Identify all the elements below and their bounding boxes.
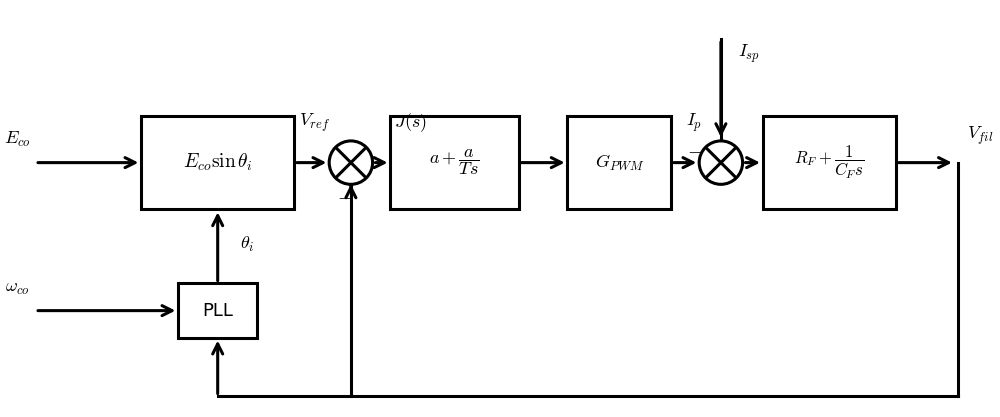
Text: $\theta_i$: $\theta_i$ — [240, 235, 255, 254]
Text: $G_{PWM}$: $G_{PWM}$ — [595, 153, 644, 173]
Text: $E_{co}$: $E_{co}$ — [4, 131, 31, 149]
Circle shape — [699, 141, 743, 184]
Text: $-$: $-$ — [687, 140, 702, 159]
Text: $R_F+\dfrac{1}{C_F s}$: $R_F+\dfrac{1}{C_F s}$ — [794, 144, 865, 181]
Text: $V_{fil}$: $V_{fil}$ — [967, 125, 993, 147]
Text: $V_{ref}$: $V_{ref}$ — [299, 112, 330, 134]
Bar — [141, 116, 294, 209]
Bar — [763, 116, 896, 209]
Bar — [178, 284, 257, 338]
Text: $-$: $-$ — [337, 186, 353, 205]
Text: PLL: PLL — [202, 301, 233, 319]
Text: $a+\dfrac{a}{Ts}$: $a+\dfrac{a}{Ts}$ — [429, 148, 480, 178]
Text: $E_{co}\sin\theta_i$: $E_{co}\sin\theta_i$ — [183, 152, 253, 173]
Circle shape — [329, 141, 373, 184]
Text: $I_p$: $I_p$ — [686, 112, 702, 134]
Text: $J(s)$: $J(s)$ — [394, 111, 426, 134]
Bar — [390, 116, 519, 209]
Bar — [567, 116, 671, 209]
Text: $I_{sp}$: $I_{sp}$ — [738, 43, 760, 65]
Text: $\omega_{co}$: $\omega_{co}$ — [5, 279, 30, 297]
